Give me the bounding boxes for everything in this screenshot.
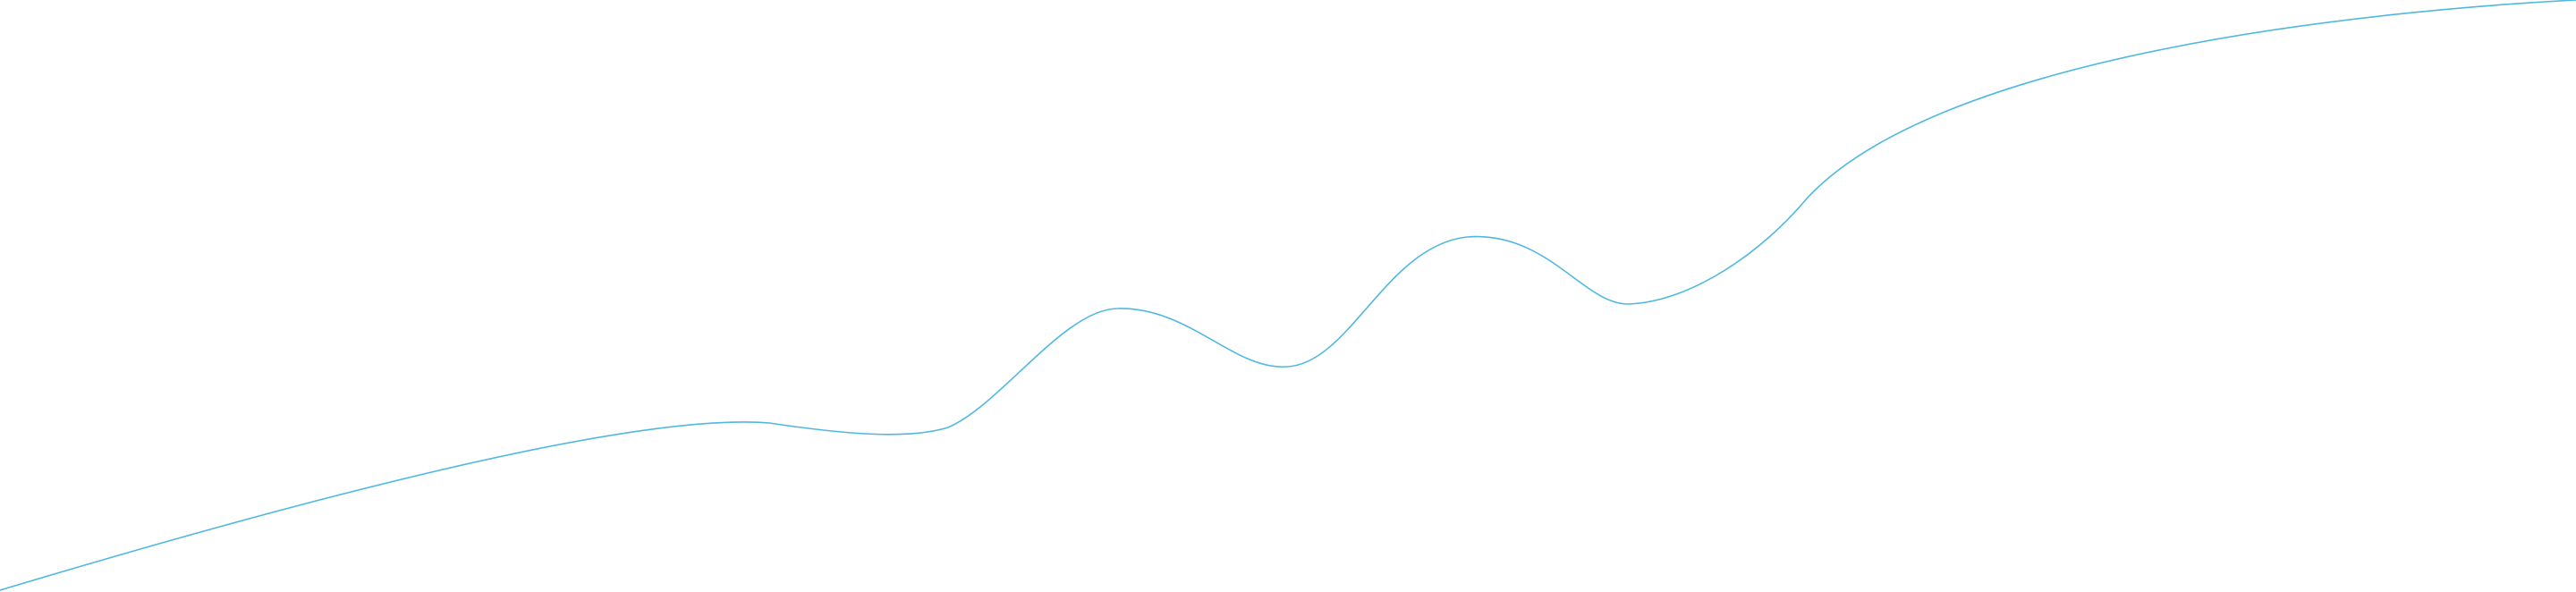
wave-curve-line	[0, 0, 2576, 591]
page-canvas	[0, 0, 2576, 592]
decorative-wave-graphic	[0, 0, 2576, 591]
